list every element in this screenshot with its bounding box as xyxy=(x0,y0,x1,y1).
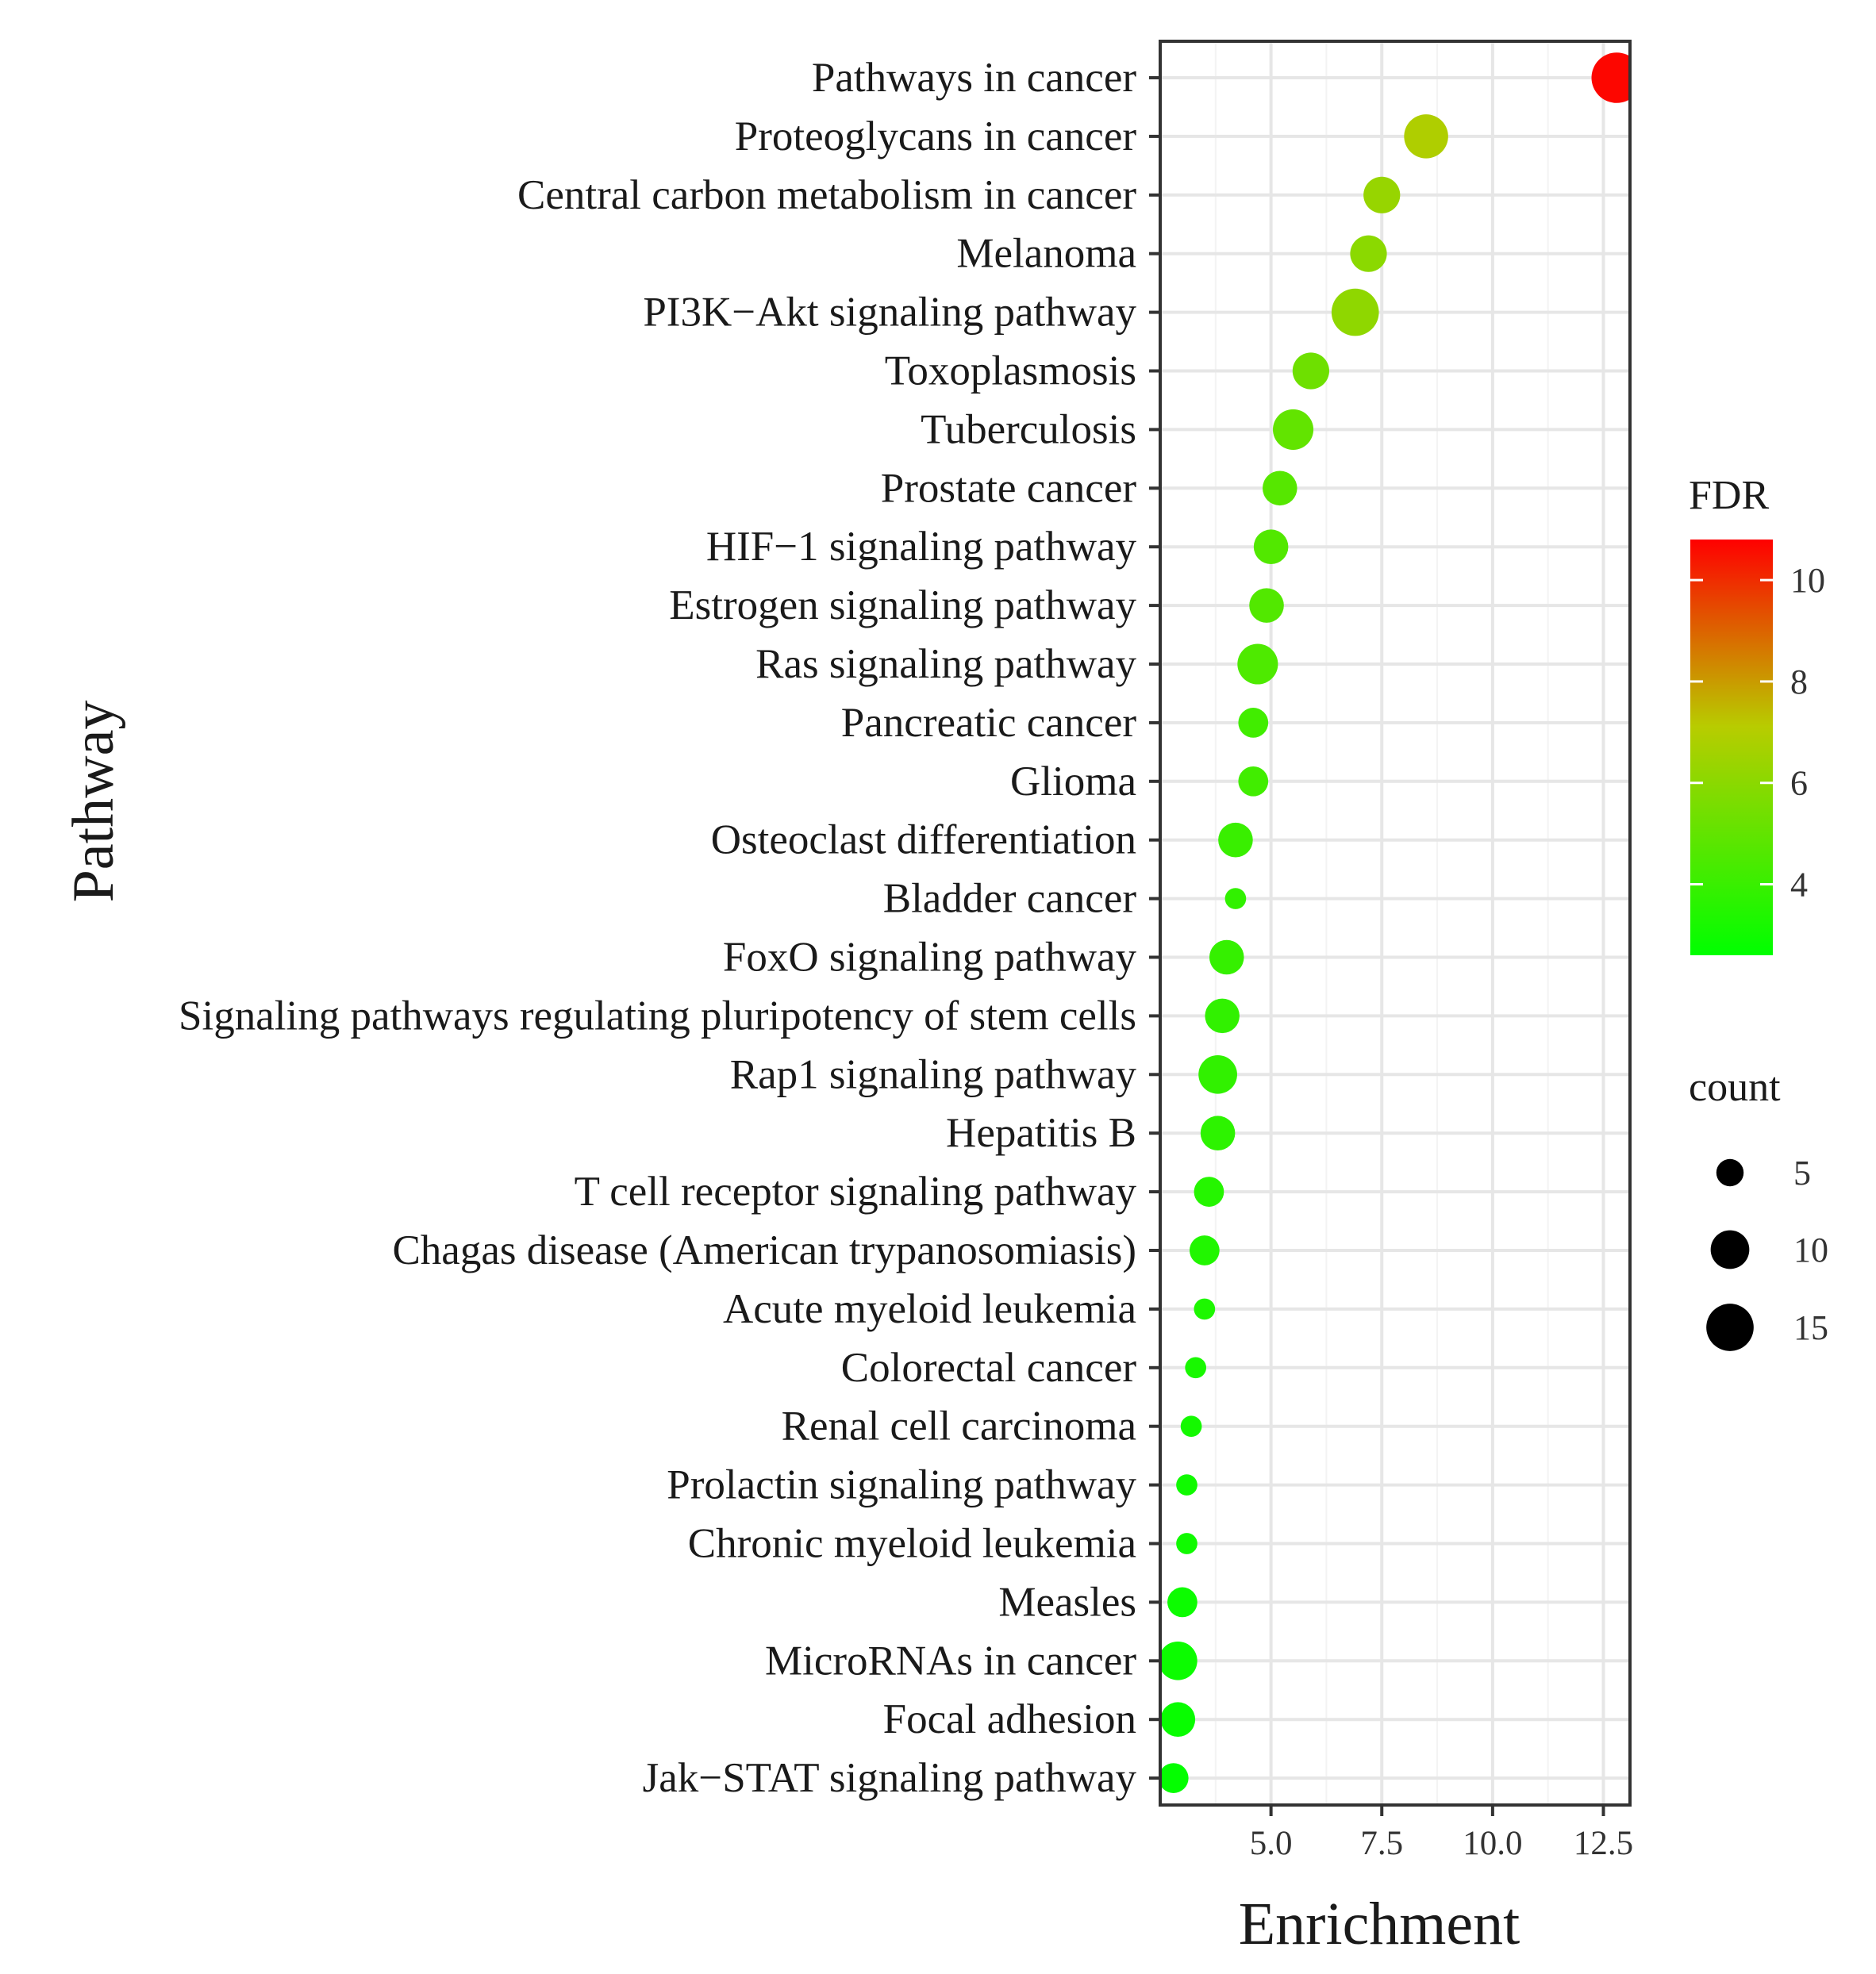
y-tick-label: Chagas disease (American trypanosomiasis… xyxy=(392,1227,1136,1273)
data-point xyxy=(1209,939,1244,975)
x-tick-label: 7.5 xyxy=(1360,1825,1403,1862)
y-tick-label: T cell receptor signaling pathway xyxy=(575,1169,1137,1215)
y-tick-label: Focal adhesion xyxy=(883,1696,1136,1742)
y-tick-label: Tuberculosis xyxy=(921,406,1136,452)
data-point xyxy=(1363,176,1401,213)
fdr-tick-label: 4 xyxy=(1790,866,1808,904)
data-point xyxy=(1238,766,1269,797)
data-point xyxy=(1292,352,1329,390)
data-point xyxy=(1194,1298,1216,1320)
y-tick-label: MicroRNAs in cancer xyxy=(765,1638,1136,1684)
count-legend-title: count xyxy=(1689,1065,1781,1110)
data-point xyxy=(1350,235,1387,272)
y-tick-label: Osteoclast differentiation xyxy=(711,817,1136,863)
x-tick-label: 5.0 xyxy=(1250,1825,1293,1862)
y-tick-label: Pancreatic cancer xyxy=(841,700,1137,746)
x-axis: 5.0 7.5 10.0 12.5 xyxy=(1250,1805,1633,1862)
y-tick-label: Renal cell carcinoma xyxy=(782,1404,1136,1450)
y-tick-label: Melanoma xyxy=(956,231,1136,277)
y-tick-label: Rap1 signaling pathway xyxy=(730,1051,1137,1097)
data-point xyxy=(1237,643,1278,685)
data-point xyxy=(1176,1533,1197,1554)
y-tick-label: Acute myeloid leukemia xyxy=(723,1286,1136,1332)
data-point xyxy=(1160,1702,1196,1737)
count-legend-label: 10 xyxy=(1793,1231,1828,1269)
count-legend-dot xyxy=(1716,1158,1744,1187)
count-legend: count 5 10 15 xyxy=(1689,1065,1828,1351)
y-tick-label: Glioma xyxy=(1010,758,1136,805)
data-point xyxy=(1205,998,1240,1034)
x-tick-label: 12.5 xyxy=(1574,1825,1633,1862)
y-tick-label: FoxO signaling pathway xyxy=(723,935,1137,981)
fdr-legend: FDR 10 8 6 4 xyxy=(1689,473,1825,955)
y-tick-label: Toxoplasmosis xyxy=(885,348,1136,394)
y-tick-label: Signaling pathways regulating pluripoten… xyxy=(179,993,1136,1039)
y-tick-label: Prostate cancer xyxy=(881,465,1137,511)
y-tick-label: Proteoglycans in cancer xyxy=(735,113,1137,159)
fdr-colorbar xyxy=(1690,540,1773,955)
count-legend-label: 5 xyxy=(1793,1154,1811,1192)
x-tick-label: 10.0 xyxy=(1463,1825,1522,1862)
x-axis-title: Enrichment xyxy=(1239,1891,1520,1957)
data-point xyxy=(1167,1587,1197,1618)
fdr-tick-label: 6 xyxy=(1790,764,1808,803)
y-tick-label: HIF−1 signaling pathway xyxy=(706,524,1137,570)
data-point xyxy=(1176,1474,1197,1496)
y-axis-title: Pathway xyxy=(61,701,126,903)
data-point xyxy=(1224,888,1247,909)
y-tick-label: PI3K−Akt signaling pathway xyxy=(643,290,1136,336)
y-tick-label: Hepatitis B xyxy=(946,1110,1136,1156)
data-point xyxy=(1238,708,1269,738)
data-point xyxy=(1160,1641,1197,1680)
y-tick-label: Chronic myeloid leukemia xyxy=(688,1521,1136,1567)
count-legend-items: 5 10 15 xyxy=(1706,1154,1828,1351)
fdr-legend-title: FDR xyxy=(1689,473,1769,518)
fdr-tick-label: 10 xyxy=(1790,561,1825,600)
grid-lines xyxy=(1160,41,1630,1805)
data-point xyxy=(1200,1116,1236,1150)
fdr-legend-ticks: 10 8 6 4 xyxy=(1690,561,1825,904)
data-point xyxy=(1189,1235,1220,1265)
data-point xyxy=(1591,52,1630,103)
y-axis-labels: Pathways in cancer Proteoglycans in cance… xyxy=(179,55,1160,1801)
data-point xyxy=(1273,409,1314,450)
y-tick-label: Ras signaling pathway xyxy=(755,641,1136,687)
data-point xyxy=(1263,470,1297,506)
data-point xyxy=(1180,1415,1202,1438)
data-points xyxy=(1160,52,1630,1793)
data-point xyxy=(1185,1357,1207,1379)
y-tick-label: Prolactin signaling pathway xyxy=(667,1462,1136,1508)
y-tick-label: Pathways in cancer xyxy=(812,55,1136,101)
y-tick-label: Estrogen signaling pathway xyxy=(669,582,1136,628)
data-point xyxy=(1218,822,1253,858)
y-tick-label: Colorectal cancer xyxy=(841,1345,1137,1391)
count-legend-label: 15 xyxy=(1793,1308,1828,1347)
data-point xyxy=(1194,1177,1224,1207)
y-tick-label: Jak−STAT signaling pathway xyxy=(643,1755,1137,1801)
data-point xyxy=(1249,588,1284,623)
y-tick-label: Bladder cancer xyxy=(883,876,1137,922)
count-legend-dot xyxy=(1710,1230,1750,1269)
y-tick-label: Central carbon metabolism in cancer xyxy=(517,172,1136,218)
data-point xyxy=(1198,1054,1237,1094)
plot-panel-border xyxy=(1159,40,1632,1807)
y-tick-label: Measles xyxy=(998,1579,1136,1625)
plot-panel-background xyxy=(1160,41,1630,1805)
data-point xyxy=(1331,288,1379,336)
data-point xyxy=(1253,529,1289,564)
data-point xyxy=(1404,114,1448,159)
data-point xyxy=(1160,1763,1189,1793)
count-legend-dot xyxy=(1706,1304,1754,1351)
fdr-tick-label: 8 xyxy=(1790,662,1808,701)
